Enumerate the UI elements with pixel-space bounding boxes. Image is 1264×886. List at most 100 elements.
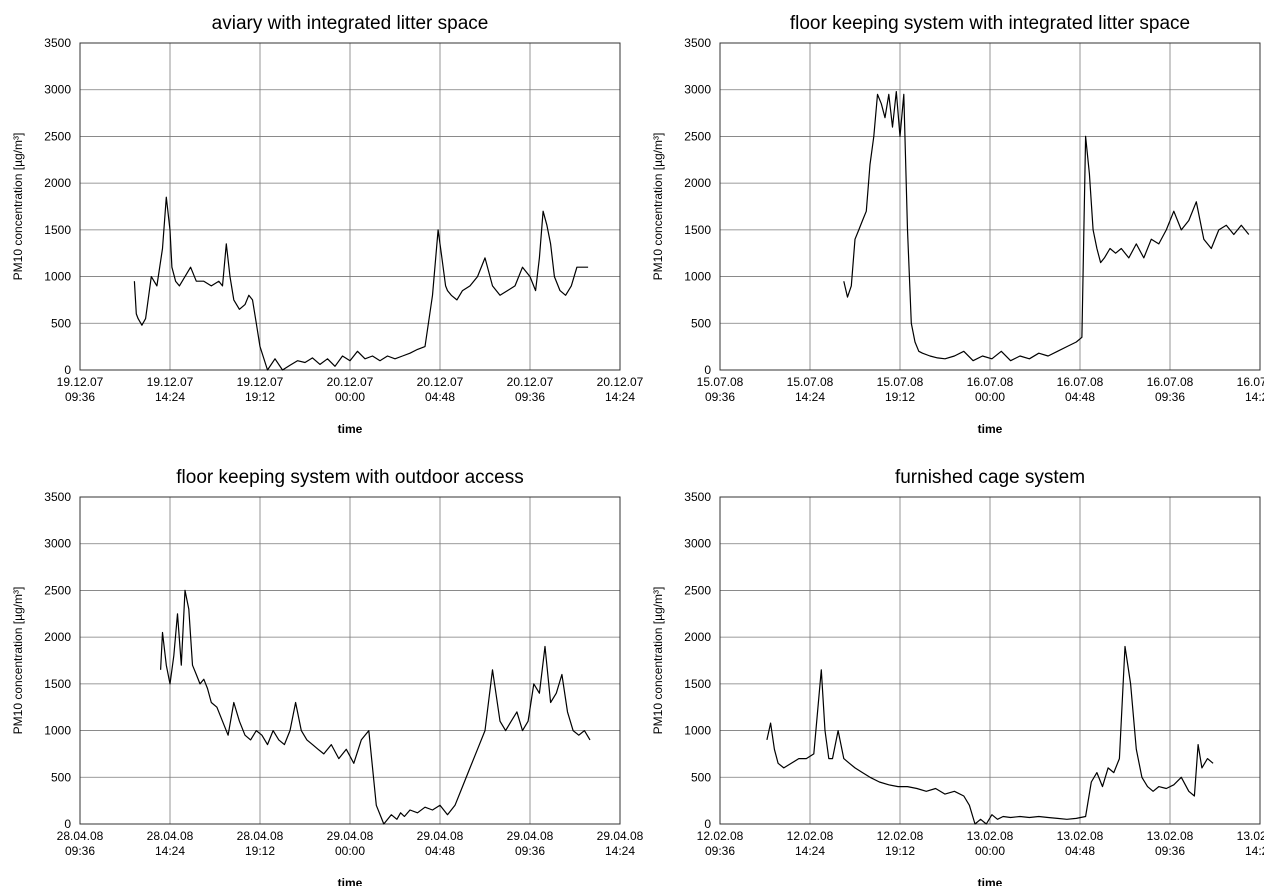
x-axis-label: time [978, 422, 1003, 436]
x-tick-date: 29.04.08 [597, 829, 644, 843]
x-axis-label: time [338, 876, 363, 886]
plot-area-frame [79, 42, 621, 371]
y-tick-label: 500 [51, 770, 71, 784]
x-tick-time: 09:36 [65, 390, 95, 404]
chart-title: floor keeping system with integrated lit… [790, 13, 1190, 34]
chart-panel-4: furnished cage system 0 500 1000 1500 2000 250… [651, 467, 1264, 886]
y-tick-label: 3500 [44, 490, 71, 504]
chart-panel-1: aviary with integrated litter space 0 500 1… [11, 13, 644, 436]
x-tick-date: 28.04.08 [237, 829, 284, 843]
x-tick-time: 14:24 [605, 844, 635, 858]
x-tick-time: 19:12 [245, 844, 275, 858]
x-tick-date: 16.07.08 [967, 375, 1014, 389]
x-tick-time: 09:36 [1155, 390, 1185, 404]
y-tick-label: 3500 [684, 36, 711, 50]
plot-area-frame [719, 496, 1261, 825]
x-tick-date: 16.07.08 [1147, 375, 1194, 389]
y-tick-label: 0 [64, 817, 71, 831]
y-tick-label: 3000 [684, 83, 711, 97]
chart-title: floor keeping system with outdoor access [176, 467, 523, 488]
x-tick-date: 13.02.08 [1147, 829, 1194, 843]
y-tick-label: 3000 [44, 537, 71, 551]
y-tick-label: 500 [691, 770, 711, 784]
x-tick-date: 15.07.08 [877, 375, 924, 389]
y-tick-label: 500 [51, 316, 71, 330]
y-axis-label: PM10 concentration [µg/m³] [11, 587, 25, 735]
x-tick-time: 04:48 [425, 844, 455, 858]
y-tick-label: 1500 [44, 223, 71, 237]
x-tick-date: 12.02.08 [877, 829, 924, 843]
x-axis-label: time [978, 876, 1003, 886]
x-tick-time: 19:12 [885, 844, 915, 858]
x-tick-time: 09:36 [1155, 844, 1185, 858]
x-tick-time: 14:24 [155, 844, 185, 858]
x-tick-date: 19.12.07 [237, 375, 284, 389]
y-tick-label: 0 [704, 363, 711, 377]
x-tick-date: 12.02.08 [787, 829, 834, 843]
x-tick-time: 09:36 [515, 844, 545, 858]
x-tick-time: 04:48 [1065, 390, 1095, 404]
x-tick-time: 14:24 [155, 390, 185, 404]
y-tick-label: 0 [64, 363, 71, 377]
x-tick-time: 00:00 [335, 844, 365, 858]
x-tick-time: 04:48 [1065, 844, 1095, 858]
x-tick-time: 19:12 [885, 390, 915, 404]
y-axis-label: PM10 concentration [µg/m³] [651, 133, 665, 281]
x-tick-date: 12.02.08 [697, 829, 744, 843]
y-tick-label: 1500 [684, 223, 711, 237]
y-tick-label: 3500 [684, 490, 711, 504]
chart-panel-2: floor keeping system with integrated lit… [651, 13, 1264, 436]
x-tick-date: 28.04.08 [57, 829, 104, 843]
x-tick-date: 13.02.08 [1057, 829, 1104, 843]
x-tick-time: 09:36 [65, 844, 95, 858]
series-line [160, 589, 591, 825]
x-tick-time: 14:24 [795, 390, 825, 404]
x-tick-time: 14:24 [605, 390, 635, 404]
plot-area-frame [79, 496, 621, 825]
x-tick-date: 20.12.07 [507, 375, 554, 389]
x-tick-time: 04:48 [425, 390, 455, 404]
x-tick-time: 14:24 [1245, 844, 1264, 858]
plot-area-frame [719, 42, 1261, 371]
y-tick-label: 2000 [44, 176, 71, 190]
x-tick-date: 20.12.07 [417, 375, 464, 389]
chart-panel-3: floor keeping system with outdoor access… [11, 467, 644, 886]
x-tick-date: 19.12.07 [57, 375, 104, 389]
y-tick-label: 2500 [44, 129, 71, 143]
x-axis-label: time [338, 422, 363, 436]
x-tick-time: 14:24 [1245, 390, 1264, 404]
y-tick-label: 2500 [684, 129, 711, 143]
y-tick-label: 2000 [44, 630, 71, 644]
x-tick-time: 00:00 [335, 390, 365, 404]
x-tick-time: 19:12 [245, 390, 275, 404]
series-line [133, 196, 589, 371]
x-tick-date: 20.12.07 [597, 375, 644, 389]
x-tick-date: 13.02.08 [1237, 829, 1264, 843]
y-tick-label: 3000 [44, 83, 71, 97]
y-tick-label: 0 [704, 817, 711, 831]
y-tick-label: 3000 [684, 537, 711, 551]
x-tick-time: 14:24 [795, 844, 825, 858]
x-tick-date: 16.07.08 [1057, 375, 1104, 389]
series-line [766, 645, 1214, 825]
x-tick-date: 28.04.08 [147, 829, 194, 843]
y-tick-label: 500 [691, 316, 711, 330]
y-tick-label: 3500 [44, 36, 71, 50]
y-tick-label: 2000 [684, 176, 711, 190]
chart-title: aviary with integrated litter space [212, 13, 489, 34]
y-tick-label: 1500 [684, 677, 711, 691]
x-tick-date: 29.04.08 [507, 829, 554, 843]
y-tick-label: 1000 [44, 724, 71, 738]
y-tick-label: 2000 [684, 630, 711, 644]
y-tick-label: 1500 [44, 677, 71, 691]
x-tick-date: 15.07.08 [697, 375, 744, 389]
x-tick-date: 29.04.08 [417, 829, 464, 843]
x-tick-date: 16.07.08 [1237, 375, 1264, 389]
y-axis-label: PM10 concentration [µg/m³] [651, 587, 665, 735]
chart-title: furnished cage system [895, 467, 1085, 488]
x-tick-time: 09:36 [515, 390, 545, 404]
x-tick-date: 19.12.07 [147, 375, 194, 389]
x-tick-date: 20.12.07 [327, 375, 374, 389]
x-tick-time: 09:36 [705, 390, 735, 404]
y-tick-label: 1000 [44, 270, 71, 284]
